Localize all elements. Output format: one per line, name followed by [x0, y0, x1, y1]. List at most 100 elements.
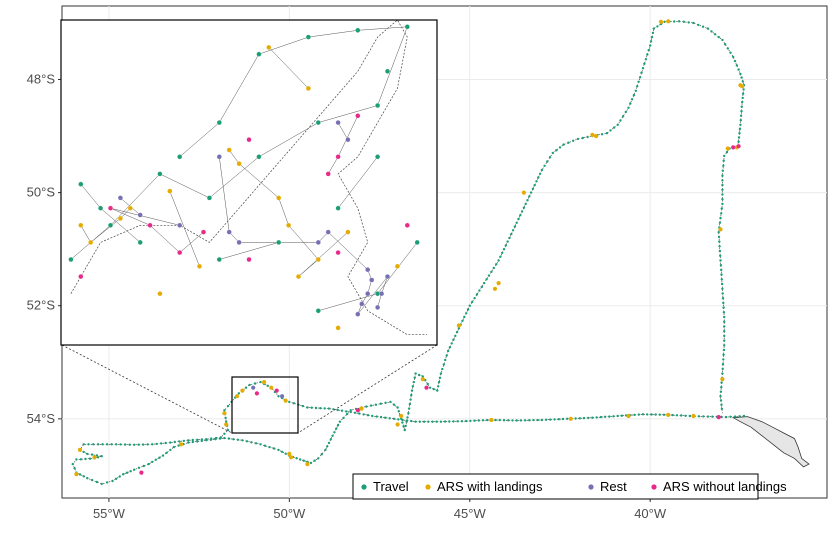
- travel-point: [349, 410, 352, 414]
- travel-point: [331, 434, 334, 437]
- travel-point: [254, 442, 258, 445]
- travel-point: [421, 375, 424, 378]
- travel-point: [404, 24, 410, 30]
- travel-point: [169, 448, 172, 452]
- ars-landing-point: [489, 417, 494, 423]
- travel-point: [452, 420, 455, 423]
- inset-segment: [100, 208, 141, 243]
- travel-point: [402, 425, 405, 428]
- ars-no-landing-point: [355, 113, 361, 119]
- travel-point: [528, 195, 531, 198]
- travel-point: [326, 445, 329, 448]
- travel-point: [511, 229, 515, 232]
- travel-point: [245, 440, 249, 443]
- ars-no-landing-point: [335, 250, 341, 256]
- travel-point: [277, 448, 280, 452]
- travel-point: [651, 31, 655, 35]
- ars-landing-point: [269, 385, 274, 390]
- ars-no-landing-point: [424, 385, 429, 390]
- travel-point: [444, 358, 447, 362]
- travel-point: [591, 416, 594, 419]
- inset-segment: [159, 173, 210, 199]
- travel-point: [95, 454, 99, 457]
- ars-landing-point: [77, 447, 83, 452]
- travel-point: [437, 385, 440, 388]
- travel-point: [442, 363, 445, 366]
- travel-point: [88, 457, 92, 460]
- inset-segment: [268, 47, 309, 89]
- travel-point: [418, 373, 421, 377]
- travel-point: [723, 43, 727, 46]
- ars-landing-point: [335, 325, 341, 331]
- travel-point: [646, 413, 649, 416]
- travel-point: [638, 76, 642, 79]
- inset-segment: [228, 149, 240, 164]
- travel-point: [223, 436, 226, 440]
- ars-no-landing-point: [107, 205, 114, 211]
- travel-point: [438, 376, 442, 379]
- travel-point: [374, 403, 378, 406]
- travel-point: [684, 414, 687, 417]
- travel-point: [216, 256, 222, 263]
- inset-segment: [149, 225, 180, 253]
- travel-point: [721, 363, 725, 366]
- travel-point: [609, 129, 612, 132]
- travel-point: [549, 418, 552, 421]
- inset-segment: [318, 105, 378, 123]
- travel-point: [641, 413, 645, 416]
- travel-point: [722, 353, 725, 356]
- travel-point: [369, 404, 373, 407]
- travel-point: [706, 27, 710, 30]
- travel-point: [114, 477, 118, 480]
- travel-point: [650, 35, 654, 39]
- travel-point: [272, 447, 276, 450]
- travel-point: [555, 149, 558, 152]
- travel-point: [723, 330, 726, 333]
- travel-point: [418, 420, 421, 423]
- travel-point: [531, 187, 535, 191]
- travel-point: [507, 419, 510, 422]
- travel-point: [82, 475, 85, 478]
- travel-point: [448, 346, 452, 349]
- ars-no-landing-point: [147, 222, 153, 228]
- travel-point: [740, 110, 743, 113]
- travel-point: [78, 181, 84, 187]
- rest-point: [365, 291, 371, 297]
- travel-point: [375, 415, 378, 418]
- travel-point: [84, 457, 87, 461]
- travel-point: [142, 443, 145, 446]
- inset-segment: [337, 156, 378, 209]
- travel-point: [738, 127, 742, 131]
- travel-point: [355, 27, 361, 33]
- inset-segment: [90, 218, 121, 243]
- travel-point: [105, 443, 109, 446]
- travel-point: [572, 139, 575, 142]
- travel-point: [276, 239, 282, 245]
- travel-point: [389, 400, 392, 404]
- travel-point: [468, 304, 471, 307]
- travel-point: [426, 382, 429, 386]
- travel-point: [740, 105, 743, 108]
- travel-point: [414, 420, 417, 423]
- travel-point: [520, 210, 524, 213]
- travel-point: [720, 207, 723, 210]
- travel-point: [432, 387, 435, 391]
- travel-point: [519, 419, 523, 422]
- travel-point: [650, 413, 653, 416]
- inset-segment: [169, 191, 200, 267]
- inset-segment: [219, 54, 260, 123]
- travel-point: [511, 419, 514, 422]
- travel-point: [578, 417, 581, 420]
- ars-no-landing-point: [355, 408, 360, 413]
- travel-point: [306, 406, 309, 409]
- travel-point: [137, 466, 141, 469]
- travel-point: [662, 413, 666, 416]
- travel-point: [460, 420, 464, 423]
- ars-landing-point: [590, 132, 595, 137]
- travel-point: [253, 382, 257, 385]
- travel-point: [405, 420, 408, 423]
- travel-point: [477, 419, 480, 422]
- ars-landing-point: [626, 413, 631, 419]
- travel-point: [329, 438, 332, 441]
- ars-no-landing-point: [736, 144, 741, 149]
